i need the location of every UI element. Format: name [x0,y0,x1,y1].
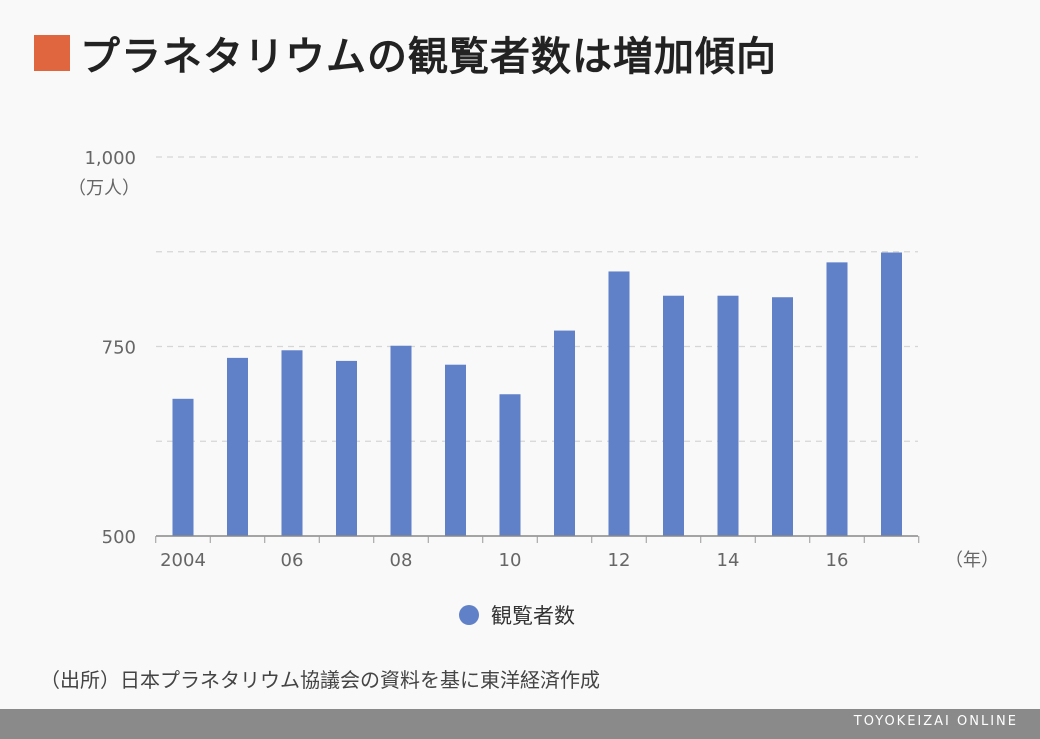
bar [608,271,630,536]
x-tick-label: 12 [608,550,631,571]
bar [499,394,521,536]
bar [717,295,739,536]
chart-title: プラネタリウムの観覧者数は増加傾向 [80,34,777,80]
footer-bar: TOYOKEIZAI ONLINE [0,709,1040,739]
x-tick-label: 16 [826,550,849,571]
y-tick-label: 1,000 [84,148,136,169]
chart-title-group: プラネタリウムの観覧者数は増加傾向 [34,26,777,80]
bar [281,350,303,536]
bar [390,345,412,536]
bar [881,252,902,536]
bar [227,357,248,536]
y-axis-unit-label: （万人） [68,178,140,199]
x-tick-label: 06 [281,550,304,571]
footer-brand: TOYOKEIZAI ONLINE [853,714,1018,729]
source-note: （出所）日本プラネタリウム協議会の資料を基に東洋経済作成 [40,668,600,692]
y-tick-label: 750 [102,338,136,359]
bar [663,295,684,536]
bar [445,364,466,536]
legend: 観覧者数 [459,600,575,630]
title-marker-square [34,35,70,71]
legend-swatch [459,605,479,625]
y-tick-label: 500 [102,527,136,548]
legend-label: 観覧者数 [491,604,575,628]
x-tick-label: 14 [717,550,740,571]
bar [336,360,357,536]
bar [826,262,848,536]
x-tick-label: 10 [499,550,522,571]
x-axis-unit-label: （年） [945,550,999,571]
x-tick-label: 2004 [160,550,206,571]
x-tick-label: 08 [390,550,413,571]
bar [554,330,575,536]
bar [772,297,793,536]
bar [172,398,194,536]
